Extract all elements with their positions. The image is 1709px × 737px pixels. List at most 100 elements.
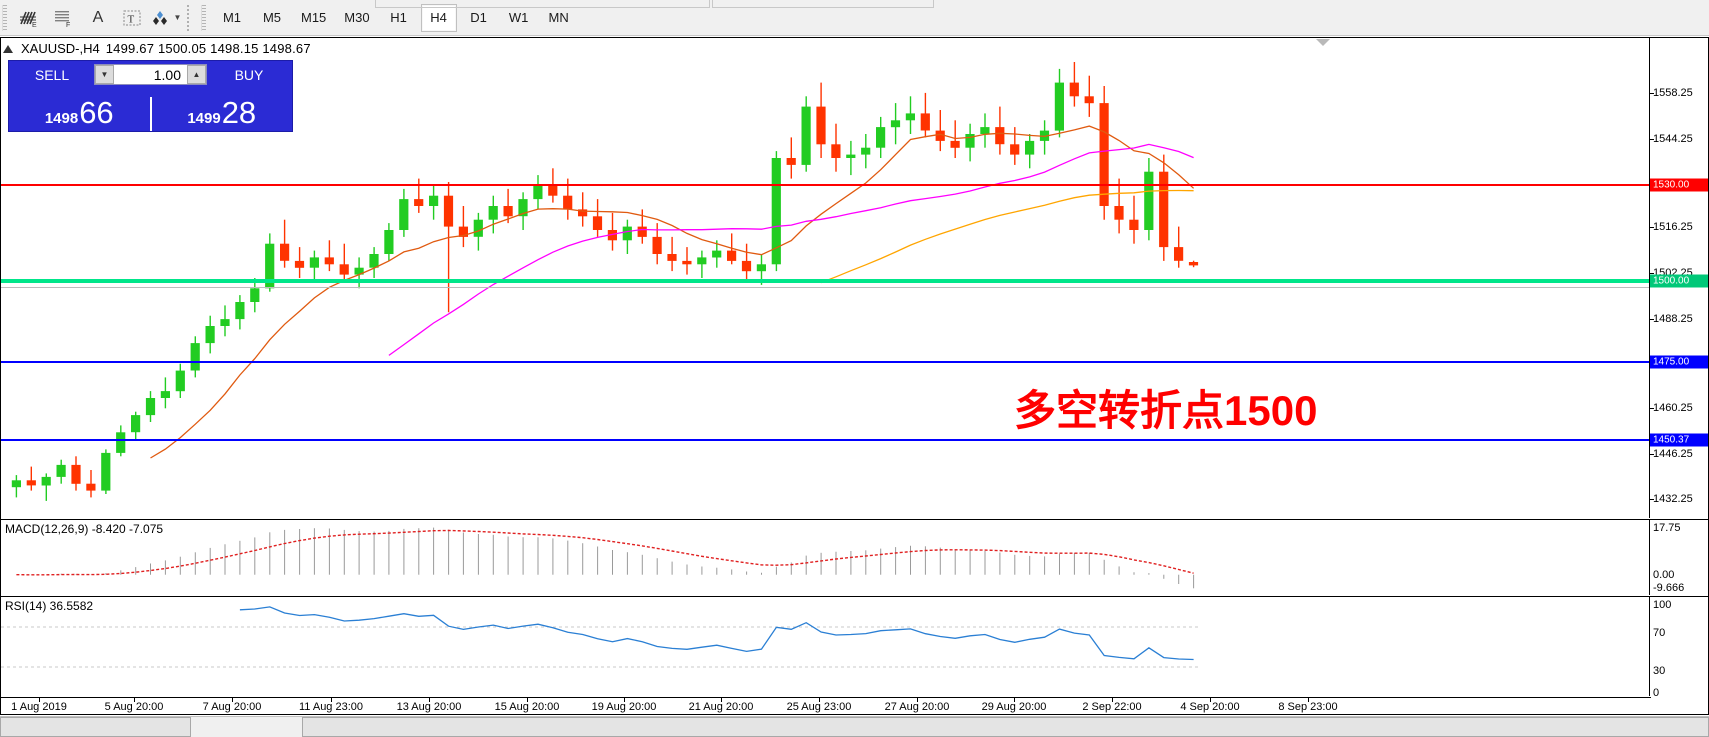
ohlc-values: 1499.67 1500.05 1498.15 1498.67 — [105, 41, 311, 56]
price-scale-label: 1460.25 — [1653, 402, 1693, 414]
volume-stepper[interactable]: ▼ 1.00 ▲ — [94, 64, 207, 85]
horizontal-scrollbar[interactable] — [0, 716, 1709, 737]
price-scale-label: 1446.25 — [1653, 448, 1693, 460]
one-click-trading-panel[interactable]: SELL ▼ 1.00 ▲ BUY 1498 66 1499 28 — [8, 60, 293, 132]
chart-annotation-text: 多空转折点1500 — [1014, 387, 1318, 434]
scrollbar-track-left[interactable] — [191, 717, 302, 737]
timeframe-d1-button[interactable]: D1 — [470, 10, 487, 25]
time-axis-label: 29 Aug 20:00 — [981, 701, 1047, 713]
toolbar-grip[interactable] — [2, 4, 7, 31]
timeframe-m30-button[interactable]: M30 — [344, 10, 370, 25]
trade-panel-top-row: SELL ▼ 1.00 ▲ BUY — [9, 61, 292, 87]
scrollbar-thumb-left[interactable] — [0, 717, 191, 737]
timeframe-m5-button[interactable]: M5 — [262, 10, 282, 25]
price-level-tag[interactable]: 1530.00 — [1650, 178, 1708, 192]
time-axis-label: 4 Sep 20:00 — [1180, 701, 1240, 713]
sell-label[interactable]: SELL — [34, 66, 70, 83]
price-pane[interactable]: 多空转折点1500 — [1, 38, 1651, 518]
time-axis-label: 27 Aug 20:00 — [884, 701, 950, 713]
macd-scale-label: 17.75 — [1653, 522, 1681, 534]
timeframe-toolbar-grip[interactable] — [201, 4, 206, 31]
rsi-scale-label: 0 — [1653, 687, 1660, 699]
time-axis[interactable]: 1 Aug 2019 5 Aug 20:00 7 Aug 20:00 11 Aug 2… — [1, 697, 1651, 715]
rsi-label: RSI(14) 36.5582 — [4, 599, 95, 613]
buy-price-decimal: 28 — [221, 95, 257, 130]
timeframe-w1-button[interactable]: W1 — [508, 10, 529, 25]
timeframe-m15-button[interactable]: M15 — [301, 10, 327, 25]
svg-text:E: E — [32, 22, 37, 28]
support-1450[interactable] — [1, 439, 1651, 441]
time-axis-label: 25 Aug 23:00 — [786, 701, 852, 713]
macd-label: MACD(12,26,9) -8.420 -7.075 — [4, 522, 165, 536]
toolbar-docking-guide — [375, 0, 710, 8]
macd-scale-label: 0.00 — [1653, 569, 1675, 581]
timeframe-m1-button[interactable]: M1 — [222, 10, 242, 25]
sell-button[interactable]: 1498 66 — [9, 97, 150, 131]
price-plot — [1, 38, 1651, 518]
time-axis-label: 15 Aug 20:00 — [494, 701, 560, 713]
trade-panel-prices: 1498 66 1499 28 — [9, 87, 292, 131]
objects-icon[interactable]: ▼ — [149, 3, 183, 33]
rsi-pane[interactable]: RSI(14) 36.5582 — [1, 596, 1651, 696]
expand-triangle-icon[interactable] — [3, 44, 13, 53]
svg-text:F: F — [66, 22, 70, 28]
timeframe-h1-button[interactable]: H1 — [390, 10, 407, 25]
timeframe-group: M1 M5 M15 M30 H1 H4 D1 W1 MN — [212, 3, 579, 32]
gray-line[interactable] — [1, 286, 1651, 288]
toolbar: E F A T — [0, 0, 1709, 36]
toolbar-separator — [187, 4, 195, 31]
volume-decrease-button[interactable]: ▼ — [95, 65, 114, 84]
time-axis-label: 2 Sep 22:00 — [1082, 701, 1142, 713]
timeframe-h4-button[interactable]: H4 — [420, 3, 457, 32]
pivot-1500[interactable] — [1, 279, 1651, 283]
resistance-1530[interactable] — [1, 184, 1651, 186]
macd-plot — [1, 520, 1651, 595]
price-scale[interactable]: 1558.25 1544.25 1516.25 1502.25 1488.25 1460.… — [1649, 38, 1708, 518]
buy-price-integer: 1499 — [187, 110, 221, 127]
svg-text:T: T — [128, 13, 135, 25]
price-scale-label: 1432.25 — [1653, 493, 1693, 505]
text-label-icon[interactable]: T — [115, 3, 149, 33]
scrollbar-thumb-main[interactable] — [302, 717, 1709, 737]
time-axis-label: 11 Aug 23:00 — [298, 701, 364, 713]
sell-price-integer: 1498 — [44, 110, 79, 127]
macd-pane[interactable]: MACD(12,26,9) -8.420 -7.075 — [1, 519, 1651, 595]
indicators-icon[interactable]: E — [13, 3, 47, 33]
volume-increase-button[interactable]: ▲ — [187, 65, 206, 84]
time-axis-label: 21 Aug 20:00 — [688, 701, 754, 713]
fibonacci-icon[interactable]: F — [47, 3, 81, 33]
symbol-label: XAUUSD-,H4 — [21, 41, 100, 56]
price-level-tag[interactable]: 1500.00 — [1650, 274, 1708, 288]
price-scale-label: 1544.25 — [1653, 133, 1693, 145]
chart-area[interactable]: XAUUSD-,H4 1499.67 1500.05 1498.15 1498.… — [0, 37, 1709, 715]
time-axis-label: 13 Aug 20:00 — [396, 701, 462, 713]
chart-symbol-header: XAUUSD-,H4 1499.67 1500.05 1498.15 1498.… — [3, 41, 311, 56]
macd-scale-label: -9.666 — [1653, 582, 1685, 594]
rsi-plot — [1, 597, 1651, 696]
timeframe-mn-button[interactable]: MN — [548, 10, 569, 25]
price-scale-label: 1488.25 — [1653, 313, 1693, 325]
text-tool-icon[interactable]: A — [92, 8, 104, 26]
time-axis-label: 7 Aug 20:00 — [202, 701, 262, 713]
price-scale-label: 1516.25 — [1653, 221, 1693, 233]
rsi-scale-label: 100 — [1653, 599, 1672, 611]
price-scale-label: 1558.25 — [1653, 87, 1693, 99]
volume-input[interactable]: 1.00 — [114, 65, 187, 84]
buy-label[interactable]: BUY — [234, 66, 264, 83]
chevron-down-icon[interactable]: ▼ — [173, 13, 182, 22]
sell-price-decimal: 66 — [79, 95, 114, 130]
time-axis-label: 1 Aug 2019 — [11, 701, 67, 713]
rsi-scale-label: 70 — [1653, 627, 1666, 639]
time-axis-label: 19 Aug 20:00 — [591, 701, 657, 713]
rsi-scale-label: 30 — [1653, 665, 1666, 677]
buy-button[interactable]: 1499 28 — [149, 95, 293, 131]
rsi-scale: 100 70 30 0 — [1649, 596, 1708, 699]
price-level-tag[interactable]: 1475.00 — [1650, 355, 1708, 369]
time-axis-label: 8 Sep 23:00 — [1278, 701, 1338, 713]
pane-collapse-triangle-icon[interactable] — [1316, 39, 1330, 46]
support-1475[interactable] — [1, 361, 1651, 363]
macd-scale: 17.75 0.00 -9.666 — [1649, 519, 1708, 595]
time-axis-label: 5 Aug 20:00 — [104, 701, 164, 713]
price-level-tag[interactable]: 1450.37 — [1650, 433, 1708, 447]
